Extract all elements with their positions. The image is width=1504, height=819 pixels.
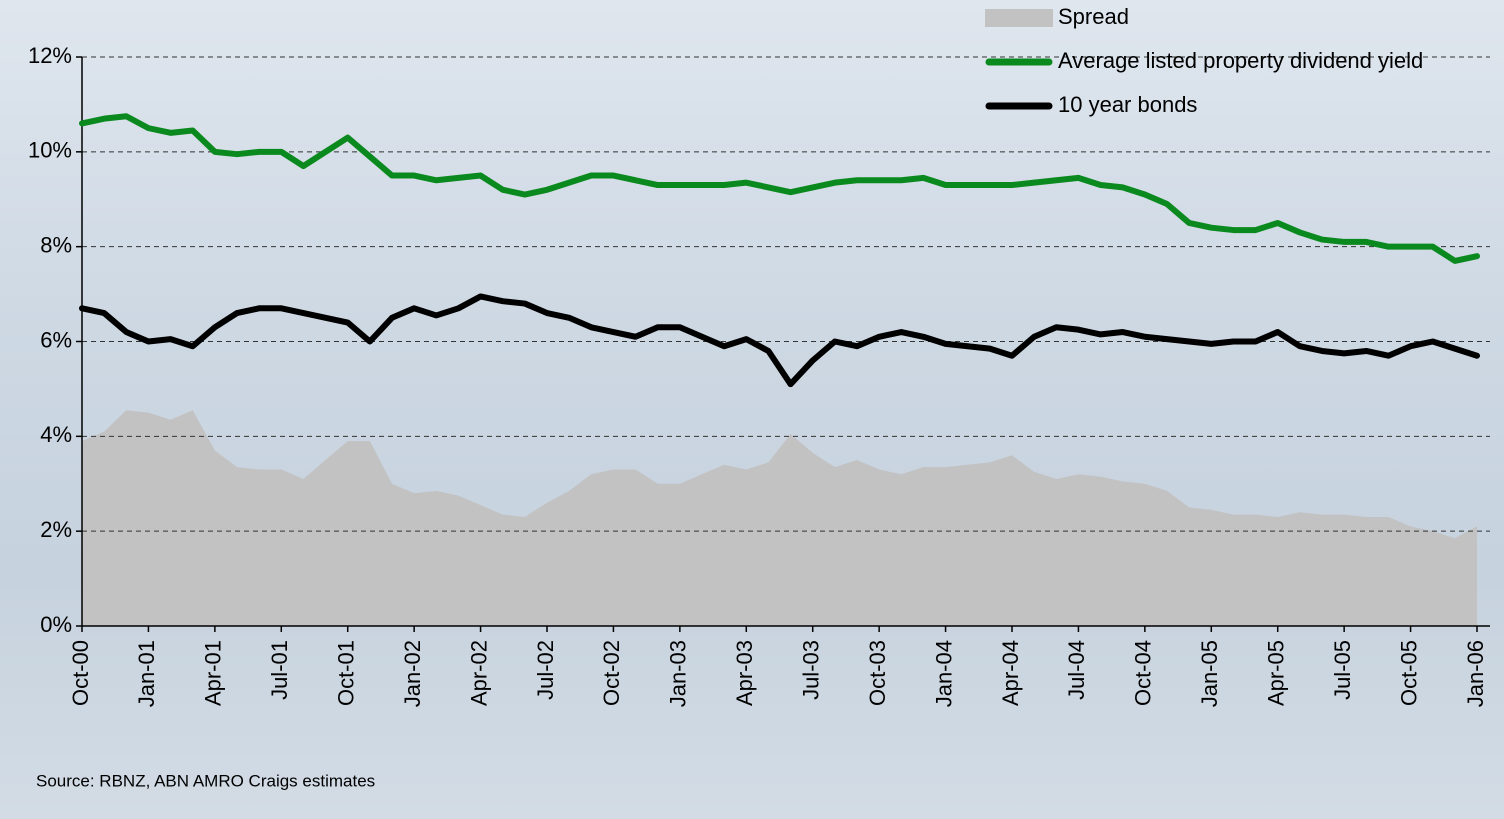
x-tick-label: Jul-03 xyxy=(799,640,824,700)
x-tick-label: Oct-05 xyxy=(1396,640,1421,706)
x-tick-label: Jan-01 xyxy=(134,640,159,707)
legend-swatch xyxy=(985,9,1053,27)
x-tick-label: Jan-04 xyxy=(931,640,956,707)
legend-label: Spread xyxy=(1058,4,1129,29)
x-tick-label: Oct-03 xyxy=(865,640,890,706)
x-tick-label: Oct-00 xyxy=(68,640,93,706)
x-tick-label: Apr-02 xyxy=(466,640,491,706)
legend-label: 10 year bonds xyxy=(1058,92,1197,117)
x-tick-label: Jan-05 xyxy=(1197,640,1222,707)
x-tick-label: Jul-01 xyxy=(267,640,292,700)
y-tick-label: 2% xyxy=(40,517,72,542)
y-tick-label: 4% xyxy=(40,422,72,447)
x-tick-label: Apr-04 xyxy=(998,640,1023,706)
x-tick-label: Jan-06 xyxy=(1463,640,1488,707)
y-tick-label: 0% xyxy=(40,612,72,637)
source-note: Source: RBNZ, ABN AMRO Craigs estimates xyxy=(36,771,375,790)
series-line xyxy=(82,296,1477,384)
y-tick-label: 8% xyxy=(40,232,72,257)
x-tick-label: Oct-01 xyxy=(334,640,359,706)
x-tick-label: Jan-02 xyxy=(400,640,425,707)
x-tick-label: Jul-05 xyxy=(1330,640,1355,700)
series-line xyxy=(82,116,1477,261)
legend-label: Average listed property dividend yield xyxy=(1058,48,1423,73)
y-tick-label: 6% xyxy=(40,327,72,352)
spread-area xyxy=(82,410,1477,626)
x-tick-label: Apr-05 xyxy=(1264,640,1289,706)
chart: Source: RBNZ, ABN AMRO Craigs estimates … xyxy=(0,0,1504,819)
x-tick-label: Apr-01 xyxy=(201,640,226,706)
y-tick-label: 12% xyxy=(28,43,72,68)
x-tick-label: Apr-03 xyxy=(732,640,757,706)
x-tick-label: Jan-03 xyxy=(666,640,691,707)
x-tick-label: Oct-04 xyxy=(1131,640,1156,706)
x-tick-label: Jul-04 xyxy=(1064,640,1089,700)
y-tick-label: 10% xyxy=(28,138,72,163)
x-tick-label: Oct-02 xyxy=(599,640,624,706)
x-tick-label: Jul-02 xyxy=(533,640,558,700)
